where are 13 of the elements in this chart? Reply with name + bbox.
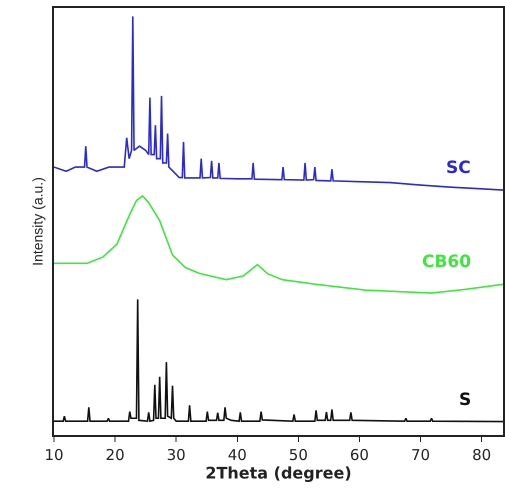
y-axis-title: Intensity (a.u.) (29, 177, 46, 266)
x-tick-label: 60 (350, 446, 369, 464)
series-label: SC (446, 158, 471, 178)
x-tick-label: 10 (44, 446, 64, 464)
x-tick-label: 70 (410, 446, 430, 464)
x-tick-label: 30 (166, 446, 186, 464)
series-label: CB60 (422, 252, 472, 272)
series-label: S (459, 390, 472, 410)
x-tick-label: 40 (228, 446, 247, 464)
x-tick-label: 20 (106, 446, 125, 464)
x-tick-label: 50 (288, 446, 308, 464)
x-tick-label: 80 (472, 446, 492, 464)
x-axis-title: 2Theta (degree) (205, 464, 352, 483)
